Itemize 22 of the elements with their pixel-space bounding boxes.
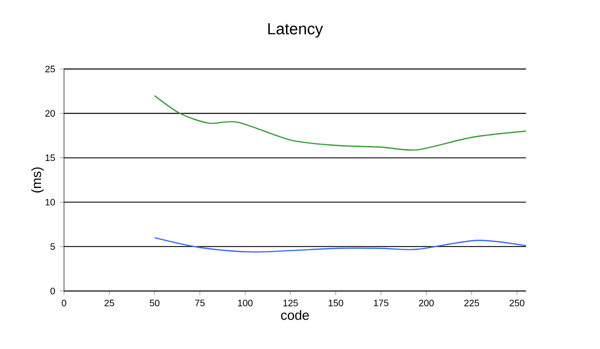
x-tick-label: 75 [195, 300, 205, 306]
y-tick-label: 10 [46, 198, 55, 206]
x-tick-label: 100 [238, 300, 253, 306]
x-tick-label: 125 [283, 300, 298, 306]
x-tick-label: 150 [328, 300, 344, 306]
y-tick-label: 15 [46, 154, 55, 162]
x-tick-label: 225 [464, 300, 480, 306]
x-tick-label: 0 [62, 300, 66, 306]
x-tick-label: 250 [510, 300, 524, 306]
x-tick-label: 25 [104, 300, 114, 306]
x-tick-label: 175 [374, 300, 388, 306]
y-axis-title: (ms) [31, 167, 44, 192]
x-tick-label: 50 [150, 300, 160, 306]
y-tick-label: 0 [50, 288, 55, 294]
line-series [154, 95, 526, 151]
y-tick-label: 25 [45, 66, 55, 72]
x-axis-title: code [281, 310, 309, 320]
y-tick-label: 5 [50, 243, 55, 250]
x-tick-label: 200 [419, 300, 434, 306]
line-series [154, 237, 526, 253]
y-tick-label: 20 [45, 110, 55, 117]
chart-title: Latency [268, 23, 323, 38]
